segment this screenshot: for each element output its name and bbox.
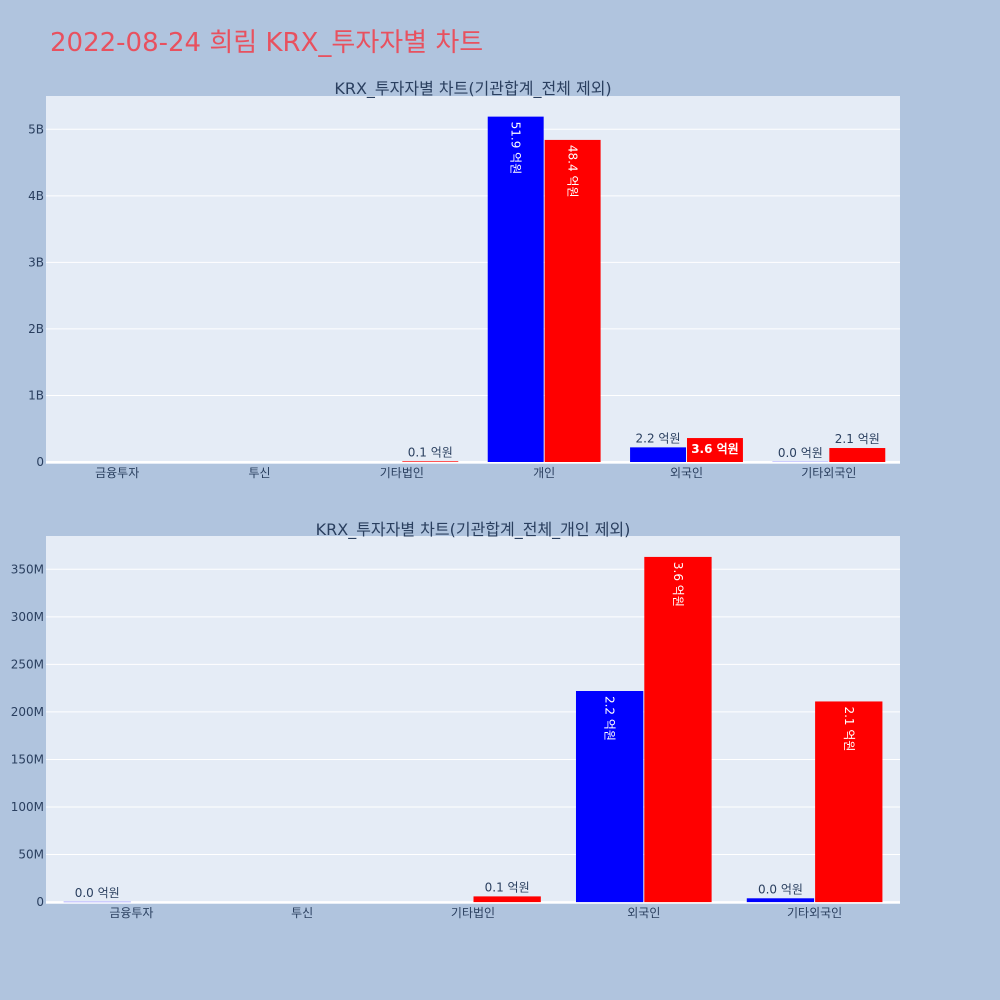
y-tick-label: 2B bbox=[28, 322, 44, 336]
y-tick-label: 50M bbox=[18, 848, 44, 862]
bar[interactable] bbox=[575, 690, 644, 903]
bar[interactable] bbox=[473, 896, 541, 903]
x-tick-label: 투신 bbox=[291, 906, 313, 920]
y-tick-label: 250M bbox=[11, 657, 44, 671]
chart-panel-1: 0 1B 2B 3B 4B 5B KRX_투자자별 차트(기관합계_전체 제외) 금융투자 투신… bbox=[28, 79, 900, 480]
y-tick-label: 100M bbox=[11, 800, 44, 814]
bar[interactable] bbox=[829, 448, 886, 463]
bar[interactable] bbox=[644, 556, 712, 903]
data-label: 48.4 억원 bbox=[566, 145, 580, 198]
chart-title: KRX_투자자별 차트(기관합계_전체_개인 제외) bbox=[316, 520, 631, 540]
data-label: 0.1 억원 bbox=[408, 445, 453, 459]
y-tick-label: 1B bbox=[28, 388, 44, 402]
data-label: 2.2 억원 bbox=[603, 696, 617, 741]
bar[interactable] bbox=[487, 116, 544, 463]
x-tick-label: 외국인 bbox=[627, 906, 660, 920]
data-label: 0.0 억원 bbox=[778, 446, 823, 460]
data-label: 0.1 억원 bbox=[485, 880, 530, 894]
data-label: 0.0 억원 bbox=[758, 882, 803, 896]
x-tick-label: 개인 bbox=[533, 466, 555, 480]
bar[interactable] bbox=[746, 898, 815, 903]
bar[interactable] bbox=[544, 139, 601, 463]
data-label: 0.0 억원 bbox=[75, 886, 120, 900]
data-label: 2.1 억원 bbox=[842, 706, 856, 751]
plot-area bbox=[46, 536, 900, 904]
data-label: 3.6 억원 bbox=[671, 562, 685, 607]
page-title: 2022-08-24 희림 KRX_투자자별 차트 bbox=[50, 28, 484, 58]
y-tick-label: 150M bbox=[11, 752, 44, 766]
y-tick-label: 200M bbox=[11, 705, 44, 719]
y-tick-label: 0 bbox=[36, 895, 44, 909]
x-tick-label: 기타법인 bbox=[380, 466, 424, 480]
data-label: 2.2 억원 bbox=[636, 431, 681, 445]
data-label: 3.6 억원 bbox=[691, 442, 739, 456]
x-tick-label: 기타법인 bbox=[451, 906, 495, 920]
bar[interactable] bbox=[815, 701, 883, 903]
bar[interactable] bbox=[687, 438, 743, 463]
bar[interactable] bbox=[630, 447, 686, 463]
chart-panel-2: 0 50M 100M 150M 200M 250M 300M 350M KRX_투자자별 차트(… bbox=[11, 520, 900, 920]
x-tick-label: 기타외국인 bbox=[787, 906, 842, 920]
y-tick-label: 300M bbox=[11, 610, 44, 624]
x-tick-label: 금융투자 bbox=[109, 906, 153, 920]
x-tick-label: 투신 bbox=[248, 466, 270, 480]
bar[interactable] bbox=[402, 461, 459, 463]
x-tick-label: 외국인 bbox=[670, 466, 703, 480]
y-tick-label: 5B bbox=[28, 122, 44, 136]
y-tick-label: 350M bbox=[11, 562, 44, 576]
data-label: 2.1 억원 bbox=[835, 432, 880, 446]
x-tick-label: 기타외국인 bbox=[801, 466, 856, 480]
plot-area bbox=[46, 96, 900, 464]
y-tick-label: 0 bbox=[36, 455, 44, 469]
y-tick-label: 4B bbox=[28, 189, 44, 203]
data-label: 51.9 억원 bbox=[509, 122, 523, 175]
y-tick-label: 3B bbox=[28, 255, 44, 269]
chart-title: KRX_투자자별 차트(기관합계_전체 제외) bbox=[334, 79, 611, 99]
x-tick-label: 금융투자 bbox=[95, 466, 139, 480]
